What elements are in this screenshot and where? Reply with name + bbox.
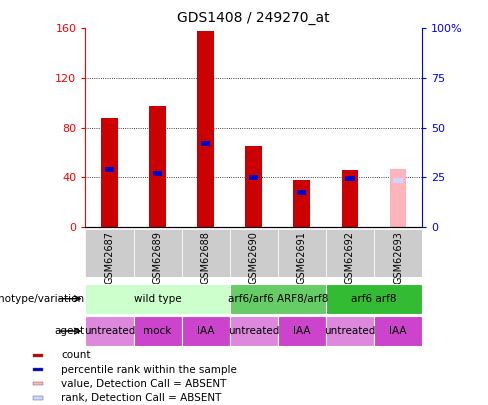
Bar: [33, 396, 43, 400]
Text: rank, Detection Call = ABSENT: rank, Detection Call = ABSENT: [61, 393, 222, 403]
Text: GSM62693: GSM62693: [393, 231, 403, 284]
Bar: [230, 284, 326, 314]
Text: IAA: IAA: [197, 326, 214, 336]
Bar: [245, 146, 262, 227]
Bar: [230, 229, 278, 277]
Bar: [278, 229, 326, 277]
Text: value, Detection Call = ABSENT: value, Detection Call = ABSENT: [61, 379, 226, 389]
Bar: [33, 368, 43, 371]
Bar: [326, 316, 374, 346]
Text: GSM62691: GSM62691: [297, 231, 307, 284]
Bar: [85, 229, 134, 277]
Bar: [293, 180, 310, 227]
Bar: [297, 190, 306, 194]
Text: agent: agent: [54, 326, 84, 336]
Bar: [201, 141, 210, 146]
Bar: [230, 316, 278, 346]
Text: count: count: [61, 350, 91, 360]
Text: percentile rank within the sample: percentile rank within the sample: [61, 364, 237, 375]
Text: mock: mock: [143, 326, 172, 336]
Bar: [393, 179, 403, 183]
Text: GSM62692: GSM62692: [345, 231, 355, 284]
Bar: [182, 316, 230, 346]
Bar: [374, 229, 422, 277]
Bar: [134, 316, 182, 346]
Bar: [33, 354, 43, 357]
Bar: [85, 316, 134, 346]
Text: arf6/arf6 ARF8/arf8: arf6/arf6 ARF8/arf8: [227, 294, 328, 304]
Title: GDS1408 / 249270_at: GDS1408 / 249270_at: [178, 11, 330, 25]
Bar: [326, 229, 374, 277]
Text: arf6 arf8: arf6 arf8: [351, 294, 397, 304]
Bar: [342, 170, 358, 227]
Text: IAA: IAA: [389, 326, 407, 336]
Bar: [101, 118, 118, 227]
Text: GSM62688: GSM62688: [201, 231, 211, 284]
Text: IAA: IAA: [293, 326, 311, 336]
Bar: [278, 316, 326, 346]
Text: genotype/variation: genotype/variation: [0, 294, 84, 304]
Text: untreated: untreated: [325, 326, 376, 336]
Bar: [346, 176, 355, 181]
Bar: [249, 175, 258, 180]
Bar: [389, 168, 407, 227]
Text: untreated: untreated: [228, 326, 280, 336]
Bar: [105, 167, 114, 172]
Bar: [197, 31, 214, 227]
Bar: [134, 229, 182, 277]
Text: wild type: wild type: [134, 294, 182, 304]
Text: untreated: untreated: [84, 326, 135, 336]
Bar: [326, 284, 422, 314]
Bar: [149, 107, 166, 227]
Bar: [33, 382, 43, 386]
Text: GSM62689: GSM62689: [153, 231, 163, 284]
Bar: [182, 229, 230, 277]
Text: GSM62687: GSM62687: [104, 231, 115, 284]
Bar: [153, 171, 162, 176]
Text: GSM62690: GSM62690: [249, 231, 259, 284]
Bar: [374, 316, 422, 346]
Bar: [85, 284, 230, 314]
